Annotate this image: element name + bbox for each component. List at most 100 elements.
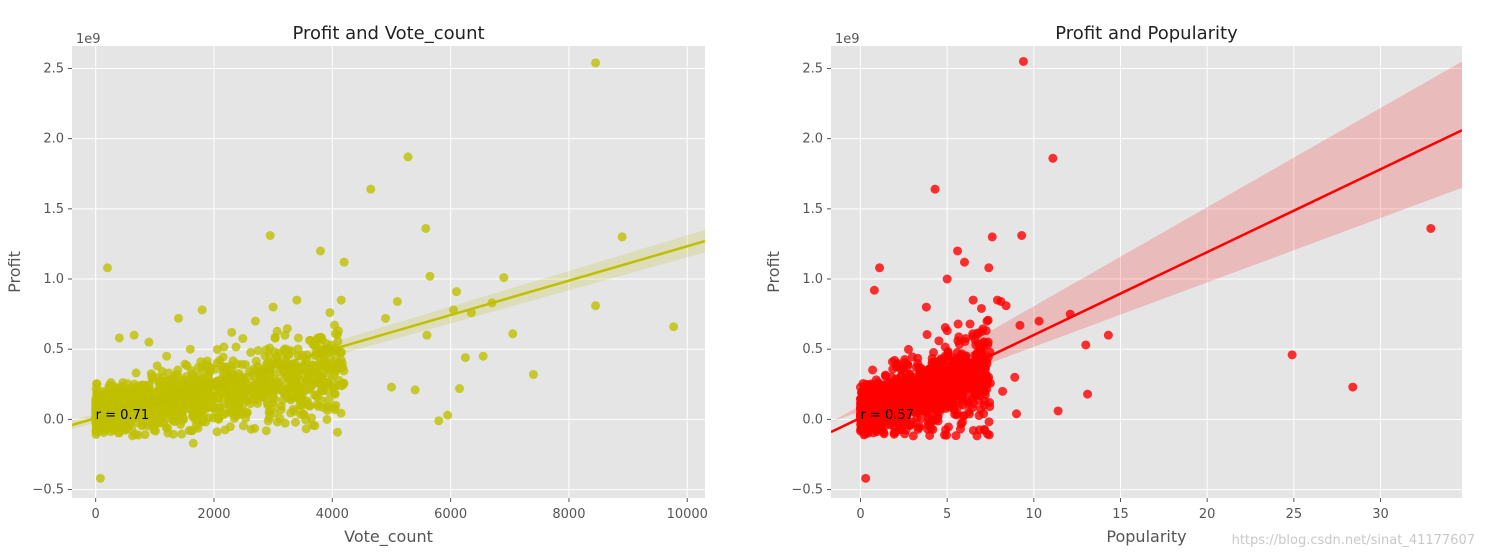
data-point [1081, 340, 1091, 350]
x-tick-label: 10 [1026, 507, 1043, 522]
data-point [957, 394, 967, 404]
data-point [890, 355, 900, 365]
data-point [964, 378, 974, 388]
data-point [102, 263, 112, 273]
data-point [957, 349, 967, 359]
data-point [508, 329, 518, 339]
data-point [282, 385, 292, 395]
data-point [209, 413, 219, 423]
data-point [169, 372, 179, 382]
data-point [332, 427, 342, 437]
data-point [279, 345, 289, 355]
data-point [1348, 382, 1358, 392]
data-point [312, 392, 322, 402]
data-point [972, 352, 982, 362]
data-point [330, 329, 340, 339]
data-point [270, 394, 280, 404]
data-point [979, 337, 989, 347]
data-point [153, 417, 163, 427]
data-point [176, 419, 186, 429]
data-point [478, 351, 488, 361]
data-point [315, 332, 325, 342]
data-point [185, 344, 195, 354]
data-point [157, 366, 167, 376]
y-offset-label: 1e9 [76, 32, 101, 47]
data-point [936, 354, 946, 364]
data-point [978, 365, 988, 375]
data-point [225, 389, 235, 399]
data-point [875, 391, 885, 401]
data-point [977, 346, 987, 356]
data-point [219, 342, 229, 352]
data-point [870, 398, 880, 408]
data-point [864, 421, 874, 431]
y-tick-label: 1.0 [43, 272, 64, 287]
data-point [920, 389, 930, 399]
data-point [188, 438, 198, 448]
x-axis-label: Vote_count [344, 527, 433, 547]
data-point [998, 386, 1008, 396]
data-point [454, 384, 464, 394]
data-point [95, 473, 105, 483]
data-point [299, 410, 309, 420]
y-tick-label: 1.5 [43, 202, 64, 217]
data-point [214, 393, 224, 403]
data-point [903, 344, 913, 354]
data-point [960, 337, 970, 347]
chart-panel-2: 0 5 10 15 20 25 30 −0.5 0.0 0.5 1.0 1.5 2.0 2.5 r = 0.… [764, 23, 1462, 546]
data-point [909, 392, 919, 402]
regression-line [72, 239, 705, 427]
y-tick-label: 2.0 [43, 132, 64, 147]
data-point [911, 407, 921, 417]
data-point [238, 334, 248, 344]
data-point [101, 396, 111, 406]
data-point [330, 320, 340, 330]
data-point [443, 410, 453, 420]
data-point [203, 361, 213, 371]
data-point [184, 426, 194, 436]
data-point [880, 371, 890, 381]
data-point [130, 429, 140, 439]
data-point [290, 417, 300, 427]
data-point [329, 382, 339, 392]
data-point [276, 401, 286, 411]
data-point [210, 364, 220, 374]
data-point [321, 339, 331, 349]
data-point [237, 389, 247, 399]
data-point [942, 430, 952, 440]
data-point [942, 274, 952, 284]
data-point [161, 399, 171, 409]
data-point [953, 319, 963, 329]
data-point [226, 361, 236, 371]
x-tick-label: 8000 [552, 507, 585, 522]
x-tick-label: 15 [1112, 507, 1129, 522]
y-tick-label: 0.0 [43, 412, 64, 427]
x-tick-label: 2000 [197, 507, 230, 522]
y-tick-label: −0.5 [791, 483, 823, 498]
data-point [268, 302, 278, 312]
data-point [336, 295, 346, 305]
data-point [948, 403, 958, 413]
correlation-annotation: r = 0.57 [860, 408, 913, 423]
data-point [952, 410, 962, 420]
data-point [913, 424, 923, 434]
data-point [528, 369, 538, 379]
data-point [403, 152, 413, 162]
data-point [271, 381, 281, 391]
data-point [197, 305, 207, 315]
data-point [305, 335, 315, 345]
data-point [238, 408, 248, 418]
y-tick-label: 0.0 [802, 412, 823, 427]
data-point [952, 378, 962, 388]
chart-panel-1: 0 2000 4000 6000 8000 10000 −0.5 0.0 0.5 1.0 1.5 2.… [5, 23, 708, 547]
x-tick-label: 0 [856, 507, 864, 522]
data-point [290, 392, 300, 402]
data-point [339, 366, 349, 376]
data-point [318, 360, 328, 370]
data-point [449, 305, 459, 315]
data-point [964, 409, 974, 419]
data-point [163, 428, 173, 438]
data-point [325, 308, 335, 318]
data-point [908, 431, 918, 441]
data-point [246, 347, 256, 357]
